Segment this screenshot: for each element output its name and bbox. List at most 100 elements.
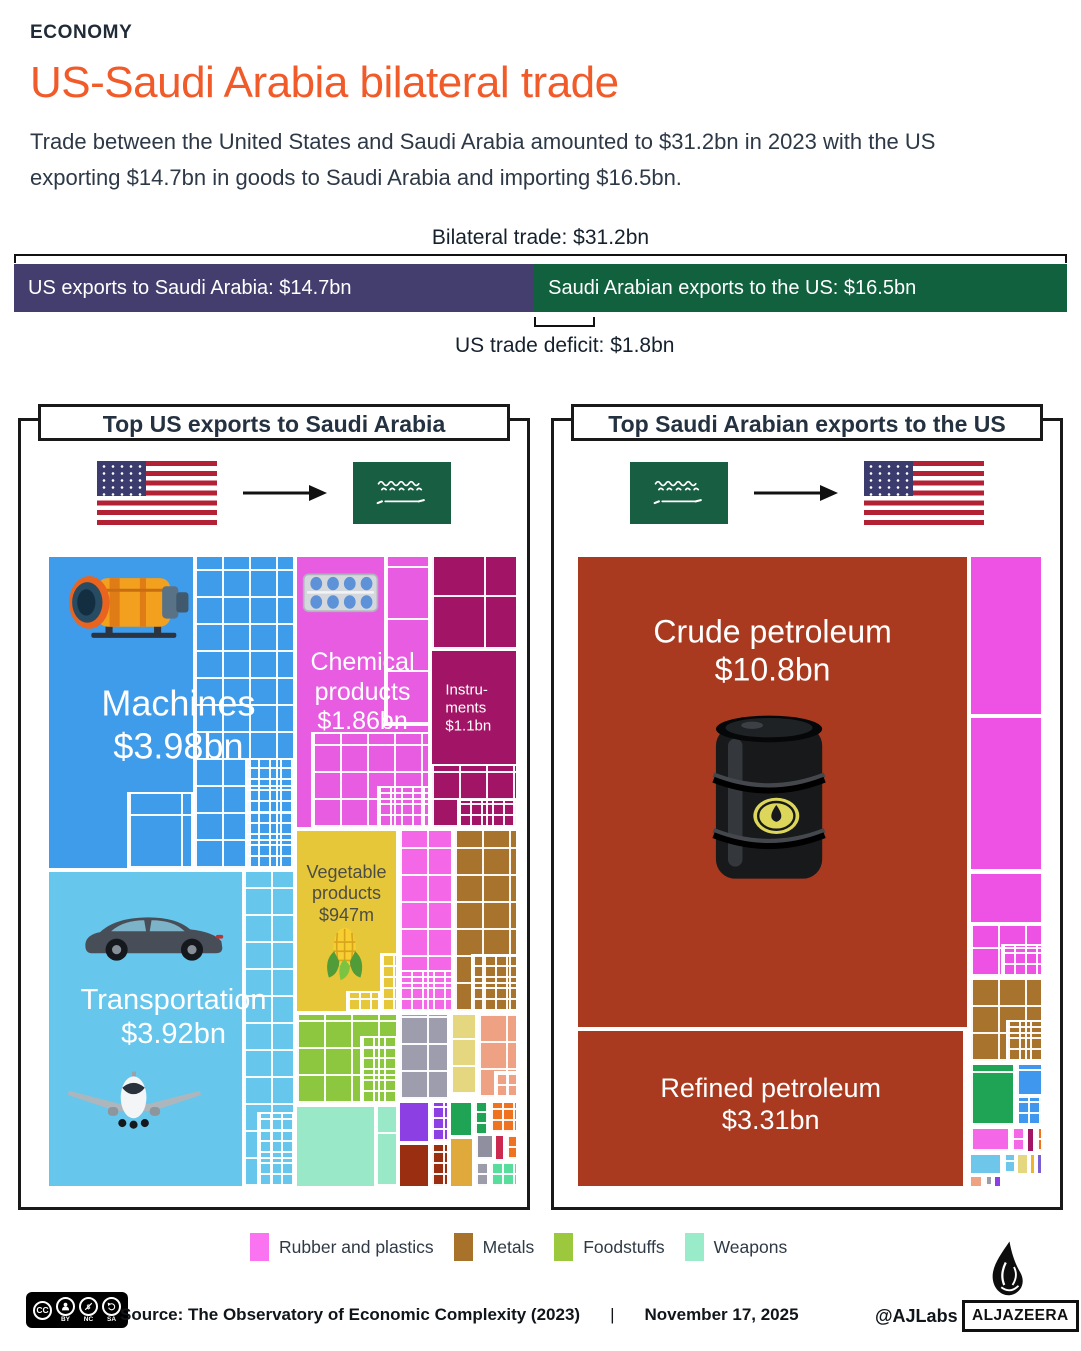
treemap-cell [429,1101,450,1144]
cc-sa: SA [102,1296,121,1324]
deficit-bracket [534,317,596,327]
bilateral-total-label: Bilateral trade: $31.2bn [431,226,650,249]
treemap-cell [374,1105,398,1188]
treemap-cell [383,555,430,726]
deficit-annotation: US trade deficit: $1.8bn [14,312,1067,368]
arrow-right-icon [754,483,838,503]
cc-sa-icon [102,1296,121,1316]
treemap-cell [1026,1127,1035,1154]
car-icon [78,900,234,968]
cell-vegetable-products-label: Vegetable products $947m [306,862,387,925]
us-flag-icon [97,461,217,525]
treemap-cell [1010,1127,1027,1154]
corn-icon [317,921,372,984]
legend-label: Rubber and plastics [279,1236,434,1257]
treemap-cell [449,1136,474,1188]
us-exports-label: US exports to Saudi Arabia: $14.7bn [28,276,352,299]
treemap-cell [993,1174,1002,1188]
treemap-cell [346,991,380,1014]
treemap-us-exports: Machines $3.98bn Transportation $3.92bn Chem… [47,555,518,1188]
legend-item: Metals [453,1233,535,1261]
source-line: Source: The Observatory of Economic Comp… [120,1305,799,1325]
deficit-label: US trade deficit: $1.8bn [454,334,675,357]
panel-title-saudi-exports: Top Saudi Arabian exports to the US [571,404,1043,441]
treemap-cell [969,1062,1015,1128]
treemap-cell [969,1174,984,1188]
treemap-cell [488,1161,518,1188]
us-exports-segment: US exports to Saudi Arabia: $14.7bn [14,264,535,312]
treemap-cell [1015,1153,1030,1175]
treemap-cell [397,1013,450,1102]
legend-swatch [684,1233,704,1261]
treemap-cell [493,1134,505,1162]
us-flag-icon [864,461,984,525]
treemap-cell [244,757,296,871]
jet-icon [61,566,203,651]
treemap-cell [473,1161,489,1188]
treemap-cell [470,953,518,1014]
legend: Rubber and plastics Metals Foodstuffs Weapo… [250,1233,787,1261]
saudi-exports-label: Saudi Arabian exports to the US: $16.5bn [548,276,917,299]
treemap-cell [969,715,1043,872]
treemap-cell [397,1143,430,1188]
bilateral-trade-chart: Bilateral trade: $31.2bn US exports to S… [14,226,1067,368]
legend-label: Weapons [713,1236,788,1257]
svg-text:$: $ [87,1304,91,1311]
treemap-cell [504,1134,518,1162]
source-text: Source: The Observatory of Economic Comp… [120,1305,581,1324]
ajlabs-credit: @AJLabs [875,1306,958,1326]
treemap-cell [1029,1153,1037,1175]
legend-label: Metals [482,1236,535,1257]
saudi-flag-icon [353,462,451,524]
treemap-cell [429,555,518,652]
creative-commons-badge: CC BY $ NC SA [26,1292,128,1328]
total-bracket [14,254,1067,263]
treemap-cell [983,1174,994,1188]
flag-flow-saudi-to-us [554,461,1060,525]
legend-label: Foodstuffs [583,1236,665,1257]
treemap-cell [969,1153,1002,1175]
arrow-right-icon [243,483,327,503]
treemap-cell [1001,1153,1016,1175]
treemap-cell [473,1134,494,1162]
cell-refined-petroleum-label: Refined petroleum $3.31bn [660,1073,882,1136]
separator: | [610,1305,615,1324]
legend-item: Foodstuffs [554,1233,665,1261]
treemap-cell [397,1101,430,1144]
treemap-cell [379,953,398,1014]
cc-by-icon [56,1296,75,1316]
panel-us-exports: Top US exports to Saudi Arabia Machines $… [18,404,530,1210]
legend-swatch [250,1233,269,1261]
treemap-cell [397,969,453,1014]
cell-instruments-label: Instru-ments $1.1bn [445,681,492,735]
treemap-cell [429,1143,450,1188]
aljazeera-logo-icon [984,1240,1032,1303]
legend-swatch [554,1233,574,1261]
legend-item: Rubber and plastics [250,1233,434,1261]
treemap-cell [1034,1127,1043,1154]
treemap-cell [456,798,518,830]
cell-crude-petroleum-label: Crude petroleum $10.8bn [653,613,892,688]
treemap-cell [488,1101,518,1135]
treemap-cell [127,792,193,871]
treemap-cell [449,1013,477,1097]
cc-nc: $ NC [79,1296,98,1324]
treemap-cell [1005,1020,1043,1063]
legend-item: Weapons [684,1233,788,1261]
cc-icon: CC [33,1300,52,1320]
aljazeera-wordmark: ALJAZEERA [962,1300,1079,1332]
cell-crude-petroleum: Crude petroleum $10.8bn [576,555,970,1030]
cell-refined-petroleum: Refined petroleum $3.31bn [576,1029,966,1188]
cc-by: BY [56,1296,75,1324]
page-subtitle: Trade between the United States and Saud… [30,129,936,190]
trade-bar: US exports to Saudi Arabia: $14.7bn Saud… [14,264,1067,312]
barrel-icon [699,712,839,893]
treemap-cell [1036,1153,1043,1175]
treemap-cell [449,1101,473,1137]
treemap-cell [1014,1094,1043,1128]
treemap-cell [969,1127,1011,1154]
treemap-cell [969,871,1043,925]
cc-nc-icon: $ [79,1296,98,1316]
flag-flow-us-to-saudi [21,461,527,525]
